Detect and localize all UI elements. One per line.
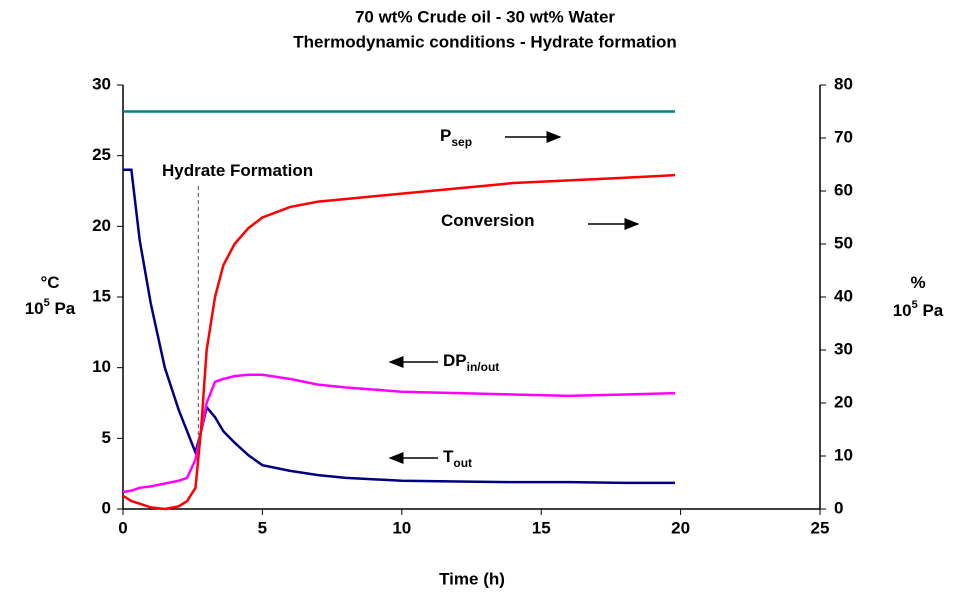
x-axis-label: Time (h)	[439, 569, 505, 588]
series-line	[123, 168, 676, 485]
annotation-part: Conversion	[441, 211, 535, 230]
y2-tick-label: 40	[834, 286, 853, 305]
y2-axis-label: 105 Pa	[893, 299, 944, 321]
x-tick-label: 15	[532, 518, 551, 537]
annotation: Conversion	[441, 211, 535, 230]
annotation-part: T	[443, 447, 454, 466]
annotation-part: Hydrate Formation	[162, 161, 313, 180]
chart-title: 70 wt% Crude oil - 30 wt% Water	[355, 7, 615, 26]
y2-axis-label: %	[910, 273, 925, 292]
y-tick-label: 10	[92, 357, 111, 376]
annotation-part: DP	[443, 351, 467, 370]
x-tick-label: 20	[671, 518, 690, 537]
y2-tick-label: 50	[834, 233, 853, 252]
annotation-sub: out	[453, 456, 472, 470]
annotation: DPin/out	[443, 351, 499, 374]
y-tick-label: 30	[92, 74, 111, 93]
y-tick-label: 0	[102, 498, 111, 517]
y2-tick-label: 70	[834, 127, 853, 146]
x-tick-label: 10	[392, 518, 411, 537]
x-tick-label: 5	[258, 518, 267, 537]
y2-axis-label-part: 10	[893, 301, 912, 320]
chart-title: Thermodynamic conditions - Hydrate forma…	[293, 32, 677, 51]
y-axis-label-part: °C	[40, 273, 59, 292]
y-axis-label: 105 Pa	[25, 297, 76, 319]
x-tick-label: 25	[811, 518, 830, 537]
y2-tick-label: 10	[834, 445, 853, 464]
y-axis-label-sup: 5	[44, 297, 50, 309]
y-tick-label: 20	[92, 216, 111, 235]
y-axis-label-part: Pa	[50, 299, 76, 318]
y-tick-label: 25	[92, 145, 111, 164]
y2-axis-label-part: Pa	[918, 301, 944, 320]
annotation: Psep	[440, 126, 472, 149]
y2-axis-label-sup: 5	[912, 299, 918, 311]
y-axis-label: °C	[40, 273, 59, 292]
series-line	[122, 373, 676, 494]
y2-tick-label: 80	[834, 74, 853, 93]
y2-tick-label: 0	[834, 498, 843, 517]
y-axis-label-part: 10	[25, 299, 44, 318]
y2-tick-label: 60	[834, 180, 853, 199]
annotation-sub: sep	[451, 135, 472, 149]
series-line	[122, 173, 676, 511]
annotation: Hydrate Formation	[162, 161, 313, 180]
annotation-part: P	[440, 126, 451, 145]
annotation-sub: in/out	[467, 360, 500, 374]
annotation: Tout	[443, 447, 472, 470]
y2-axis-label-part: %	[910, 273, 925, 292]
x-tick-label: 0	[118, 518, 127, 537]
y2-tick-label: 30	[834, 339, 853, 358]
y2-tick-label: 20	[834, 392, 853, 411]
y-tick-label: 15	[92, 286, 111, 305]
y-tick-label: 5	[102, 428, 111, 447]
